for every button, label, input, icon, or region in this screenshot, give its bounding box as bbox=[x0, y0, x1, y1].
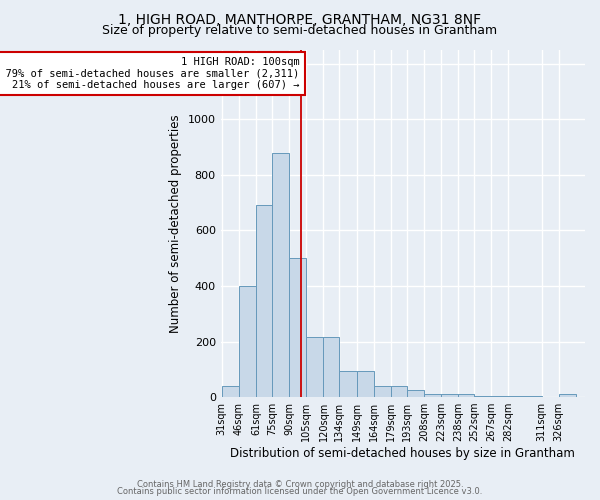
Bar bbox=[374, 386, 391, 397]
Bar bbox=[508, 396, 542, 397]
Text: Contains HM Land Registry data © Crown copyright and database right 2025.: Contains HM Land Registry data © Crown c… bbox=[137, 480, 463, 489]
Text: Size of property relative to semi-detached houses in Grantham: Size of property relative to semi-detach… bbox=[103, 24, 497, 37]
Bar bbox=[458, 394, 474, 397]
Bar bbox=[474, 396, 491, 397]
Bar bbox=[323, 338, 340, 397]
Bar bbox=[272, 152, 289, 397]
Bar bbox=[222, 386, 239, 397]
Bar bbox=[391, 386, 407, 397]
Text: 1, HIGH ROAD, MANTHORPE, GRANTHAM, NG31 8NF: 1, HIGH ROAD, MANTHORPE, GRANTHAM, NG31 … bbox=[118, 12, 482, 26]
X-axis label: Distribution of semi-detached houses by size in Grantham: Distribution of semi-detached houses by … bbox=[230, 447, 575, 460]
Y-axis label: Number of semi-detached properties: Number of semi-detached properties bbox=[169, 114, 182, 333]
Bar bbox=[559, 394, 576, 397]
Text: 1 HIGH ROAD: 100sqm
← 79% of semi-detached houses are smaller (2,311)
21% of sem: 1 HIGH ROAD: 100sqm ← 79% of semi-detach… bbox=[0, 57, 299, 90]
Bar bbox=[356, 370, 374, 397]
Bar bbox=[340, 370, 356, 397]
Bar bbox=[307, 338, 323, 397]
Bar bbox=[407, 390, 424, 397]
Bar bbox=[289, 258, 307, 397]
Bar bbox=[239, 286, 256, 397]
Bar bbox=[491, 396, 508, 397]
Bar bbox=[441, 394, 458, 397]
Bar bbox=[424, 394, 441, 397]
Text: Contains public sector information licensed under the Open Government Licence v3: Contains public sector information licen… bbox=[118, 487, 482, 496]
Bar bbox=[256, 206, 272, 397]
